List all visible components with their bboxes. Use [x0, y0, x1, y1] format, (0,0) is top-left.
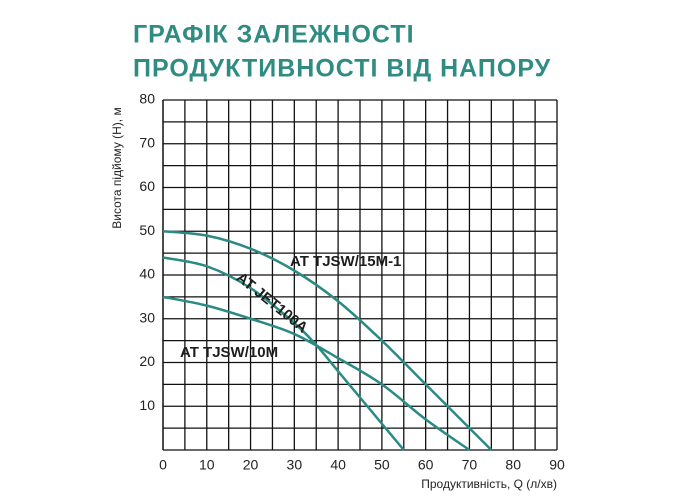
y-axis-label: Висота підйому (H), м — [110, 107, 124, 228]
x-tick-label: 30 — [287, 457, 303, 473]
chart-title: ГРАФІК ЗАЛЕЖНОСТІ — [133, 21, 415, 49]
y-tick-label: 20 — [139, 353, 155, 369]
x-tick-label: 20 — [243, 457, 259, 473]
x-tick-label: 40 — [330, 457, 346, 473]
series-label: AT TJSW/10M — [180, 344, 278, 361]
y-tick-label: 10 — [139, 397, 155, 413]
x-tick-label: 50 — [374, 457, 390, 473]
x-tick-label: 90 — [549, 457, 565, 473]
curve — [162, 295, 471, 452]
x-axis-label: Продуктивність, Q (л/хв) — [421, 477, 557, 491]
y-tick-label: 80 — [139, 91, 155, 107]
y-tick-label: 70 — [139, 134, 155, 150]
y-tick-label: 40 — [139, 266, 155, 282]
chart-title: ПРОДУКТИВНОСТІ ВІД НАПОРУ — [133, 55, 551, 83]
series-label: AT TJSW/15M-1 — [290, 253, 401, 270]
x-tick-label: 0 — [159, 457, 167, 473]
y-tick-label: 50 — [139, 222, 155, 238]
x-tick-label: 70 — [462, 457, 478, 473]
curve — [162, 230, 493, 451]
y-tick-label: 60 — [139, 178, 155, 194]
x-tick-label: 10 — [199, 457, 215, 473]
y-tick-label: 30 — [139, 309, 155, 325]
x-tick-label: 80 — [505, 457, 521, 473]
x-tick-label: 60 — [418, 457, 434, 473]
